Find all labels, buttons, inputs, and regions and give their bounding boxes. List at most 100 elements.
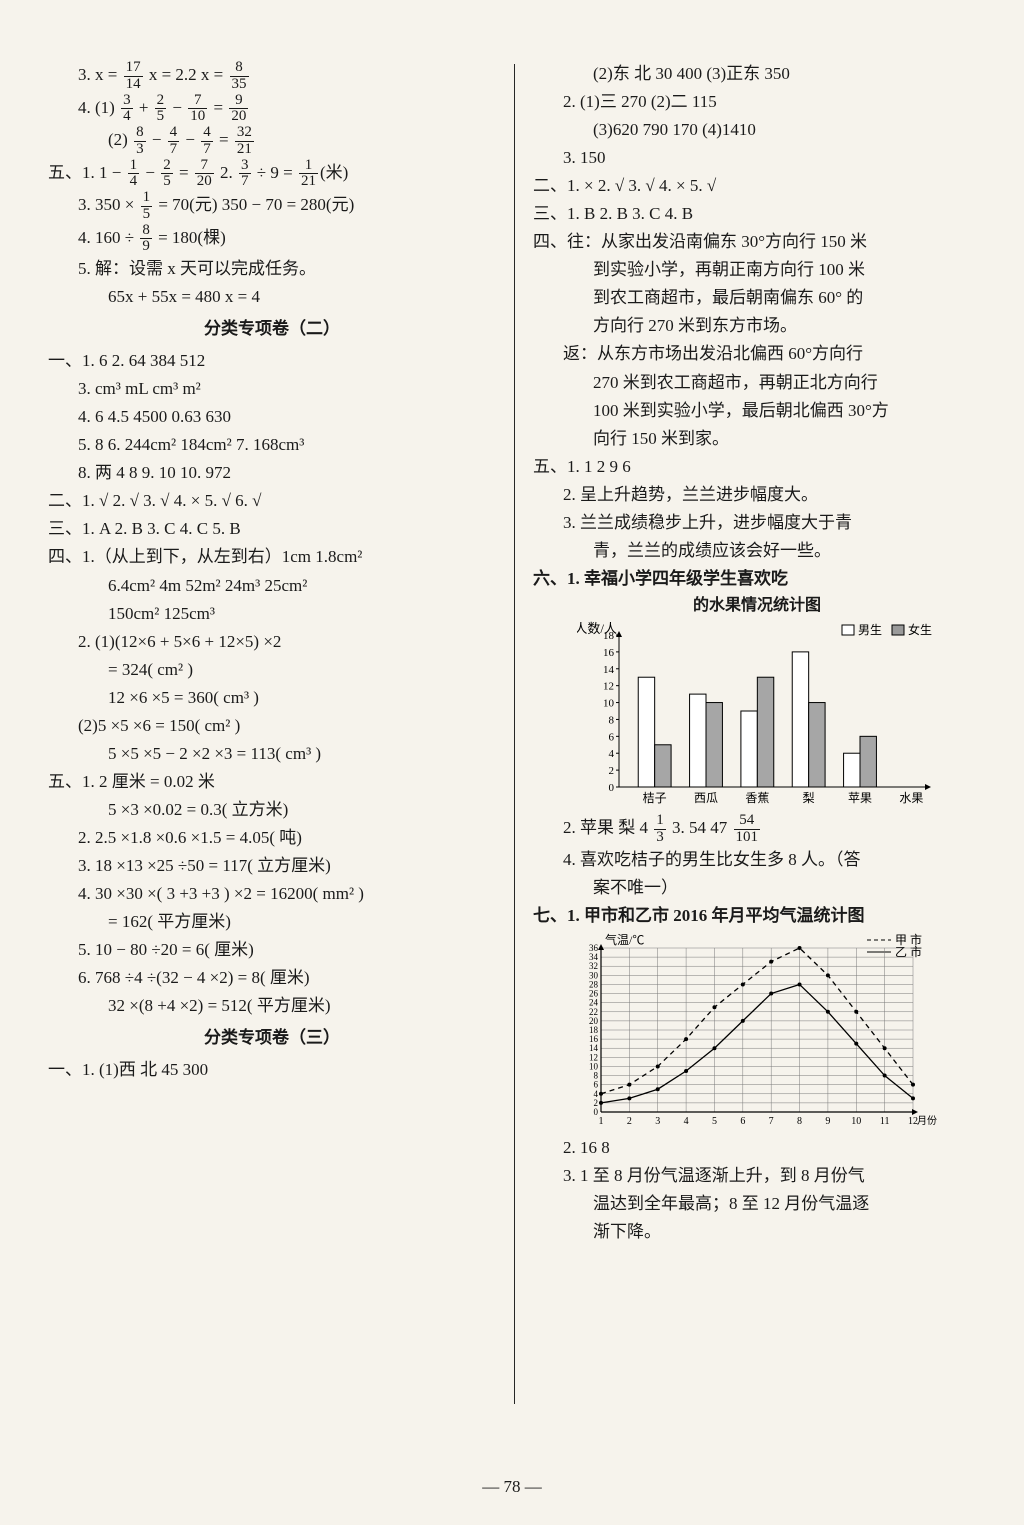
two-columns: 3. x = 1714 x = 2.2 x = 835 4. (1) 34 + …	[48, 60, 984, 1420]
svg-text:西瓜: 西瓜	[694, 791, 718, 805]
text-line: 2. 苹果 梨 4 13 3. 54 47 54101	[533, 813, 981, 846]
text-line: 方向行 270 米到东方市场。	[533, 312, 981, 340]
svg-text:20: 20	[589, 1016, 599, 1026]
svg-text:22: 22	[589, 1007, 598, 1017]
text-line: 5. 解：设需 x 天可以完成任务。	[48, 255, 496, 283]
text-line: 温达到全年最高；8 至 12 月份气温逐	[533, 1190, 981, 1218]
text-line: 3. 150	[533, 144, 981, 172]
text-line: 65x + 55x = 480 x = 4	[48, 283, 496, 311]
svg-text:14: 14	[589, 1043, 599, 1053]
svg-text:12: 12	[589, 1052, 598, 1062]
svg-text:32: 32	[589, 961, 598, 971]
svg-text:12: 12	[603, 681, 614, 693]
text-line: 三、1. A 2. B 3. C 4. C 5. B	[48, 515, 496, 543]
text-line: 6. 768 ÷4 ÷(32 − 4 ×2) = 8( 厘米)	[48, 964, 496, 992]
text-line: 向行 150 米到家。	[533, 425, 981, 453]
text-line: 2. (1)(12×6 + 5×6 + 12×5) ×2	[48, 628, 496, 656]
svg-text:6: 6	[594, 1080, 599, 1090]
text-line: 七、1. 甲市和乙市 2016 年月平均气温统计图	[533, 902, 981, 930]
svg-text:水果: 水果	[899, 791, 923, 805]
text-line: 5. 8 6. 244cm² 184cm² 7. 168cm³	[48, 431, 496, 459]
section-title-2: 分类专项卷（二）	[48, 311, 496, 347]
left-column: 3. x = 1714 x = 2.2 x = 835 4. (1) 34 + …	[48, 60, 496, 1420]
text-line: 五、1. 2 厘米 = 0.02 米	[48, 768, 496, 796]
svg-text:0: 0	[609, 782, 615, 794]
text-line: (2)5 ×5 ×6 = 150( cm² )	[48, 712, 496, 740]
fraction: 1714	[124, 60, 143, 93]
svg-text:8: 8	[594, 1070, 599, 1080]
svg-text:36: 36	[589, 943, 599, 953]
text-line: 4. 30 ×30 ×( 3 +3 +3 ) ×2 = 16200( mm² )	[48, 880, 496, 908]
text-line: 二、1. × 2. √ 3. √ 4. × 5. √	[533, 172, 981, 200]
svg-text:2: 2	[609, 765, 615, 777]
svg-text:8: 8	[609, 715, 615, 727]
svg-text:14: 14	[603, 664, 615, 676]
text-line: 4. 6 4.5 4500 0.63 630	[48, 403, 496, 431]
text-line: 返：从东方市场出发沿北偏西 60°方向行	[533, 340, 981, 368]
svg-text:7: 7	[769, 1116, 774, 1127]
text-line: 到实验小学，再朝正南方向行 100 米	[533, 256, 981, 284]
svg-text:10: 10	[603, 698, 615, 710]
svg-text:18: 18	[603, 630, 615, 642]
text-line: 3. x = 1714 x = 2.2 x = 835	[48, 60, 496, 93]
text-line: 2. 2.5 ×1.8 ×0.6 ×1.5 = 4.05( 吨)	[48, 824, 496, 852]
svg-text:梨: 梨	[803, 791, 815, 805]
text-line: 3. 兰兰成绩稳步上升，进步幅度大于青	[533, 509, 981, 537]
text-line: 5 ×5 ×5 − 2 ×2 ×3 = 113( cm³ )	[48, 740, 496, 768]
text-line: 2. (1)三 270 (2)二 115	[533, 88, 981, 116]
svg-text:3: 3	[655, 1116, 660, 1127]
svg-text:16: 16	[589, 1034, 599, 1044]
chart-title: 的水果情况统计图	[533, 593, 981, 619]
svg-text:30: 30	[589, 970, 599, 980]
svg-text:1: 1	[599, 1116, 604, 1127]
text-line: 32 ×(8 +4 ×2) = 512( 平方厘米)	[48, 992, 496, 1020]
svg-text:6: 6	[740, 1116, 745, 1127]
text-line: 四、往：从家出发沿南偏东 30°方向行 150 米	[533, 228, 981, 256]
svg-text:苹果: 苹果	[848, 791, 872, 805]
section-title-3: 分类专项卷（三）	[48, 1020, 496, 1056]
text-line: = 162( 平方厘米)	[48, 908, 496, 936]
svg-text:9: 9	[825, 1116, 830, 1127]
text-line: 五、1. 1 − 14 − 25 = 720 2. 37 ÷ 9 = 121(米…	[48, 158, 496, 191]
svg-text:香蕉: 香蕉	[745, 791, 769, 805]
svg-text:女生: 女生	[908, 622, 932, 637]
bar-chart: 人数/人男生女生024681012141618桔子西瓜香蕉梨苹果水果	[577, 621, 937, 811]
text-line: 五、1. 1 2 9 6	[533, 453, 981, 481]
text-line: 二、1. √ 2. √ 3. √ 4. × 5. √ 6. √	[48, 487, 496, 515]
svg-text:24: 24	[589, 998, 599, 1008]
text-line: (3)620 790 170 (4)1410	[533, 116, 981, 144]
column-divider	[514, 64, 515, 1404]
text-line: (2) 83 − 47 − 47 = 3221	[48, 125, 496, 158]
right-column: (2)东 北 30 400 (3)正东 350 2. (1)三 270 (2)二…	[533, 60, 981, 1420]
text-line: 六、1. 幸福小学四年级学生喜欢吃	[533, 565, 981, 593]
text-line: 100 米到实验小学，最后朝北偏西 30°方	[533, 397, 981, 425]
text-line: = 324( cm² )	[48, 656, 496, 684]
text-line: 3. cm³ mL cm³ m²	[48, 375, 496, 403]
text-line: 4. (1) 34 + 25 − 710 = 920	[48, 93, 496, 126]
svg-text:2: 2	[627, 1116, 632, 1127]
svg-text:4: 4	[594, 1089, 599, 1099]
text-line: 3. 350 × 15 = 70(元) 350 − 70 = 280(元)	[48, 190, 496, 223]
text-line: 270 米到农工商超市，再朝正北方向行	[533, 369, 981, 397]
svg-text:5: 5	[712, 1116, 717, 1127]
page: 3. x = 1714 x = 2.2 x = 835 4. (1) 34 + …	[0, 0, 1024, 1525]
text-line: 4. 160 ÷ 89 = 180(棵)	[48, 223, 496, 256]
svg-text:6: 6	[609, 732, 615, 744]
text-line: 案不唯一）	[533, 874, 981, 902]
text-line: 12 ×6 ×5 = 360( cm³ )	[48, 684, 496, 712]
svg-text:4: 4	[609, 749, 615, 761]
svg-text:26: 26	[589, 988, 599, 998]
text-line: 四、1.（从上到下，从左到右）1cm 1.8cm²	[48, 543, 496, 571]
svg-text:10: 10	[589, 1061, 599, 1071]
text-line: 2. 呈上升趋势，兰兰进步幅度大。	[533, 481, 981, 509]
text-line: 到农工商超市，最后朝南偏东 60° 的	[533, 284, 981, 312]
svg-text:2: 2	[594, 1098, 599, 1108]
page-number: — 78 —	[0, 1477, 1024, 1497]
text-line: 3. 18 ×13 ×25 ÷50 = 117( 立方厘米)	[48, 852, 496, 880]
text-line: 三、1. B 2. B 3. C 4. B	[533, 200, 981, 228]
svg-text:气温/℃: 气温/℃	[605, 932, 644, 947]
svg-text:4: 4	[684, 1116, 689, 1127]
svg-text:月份: 月份	[917, 1115, 937, 1127]
text-line: 3. 1 至 8 月份气温逐渐上升，到 8 月份气	[533, 1162, 981, 1190]
svg-text:34: 34	[589, 952, 599, 962]
